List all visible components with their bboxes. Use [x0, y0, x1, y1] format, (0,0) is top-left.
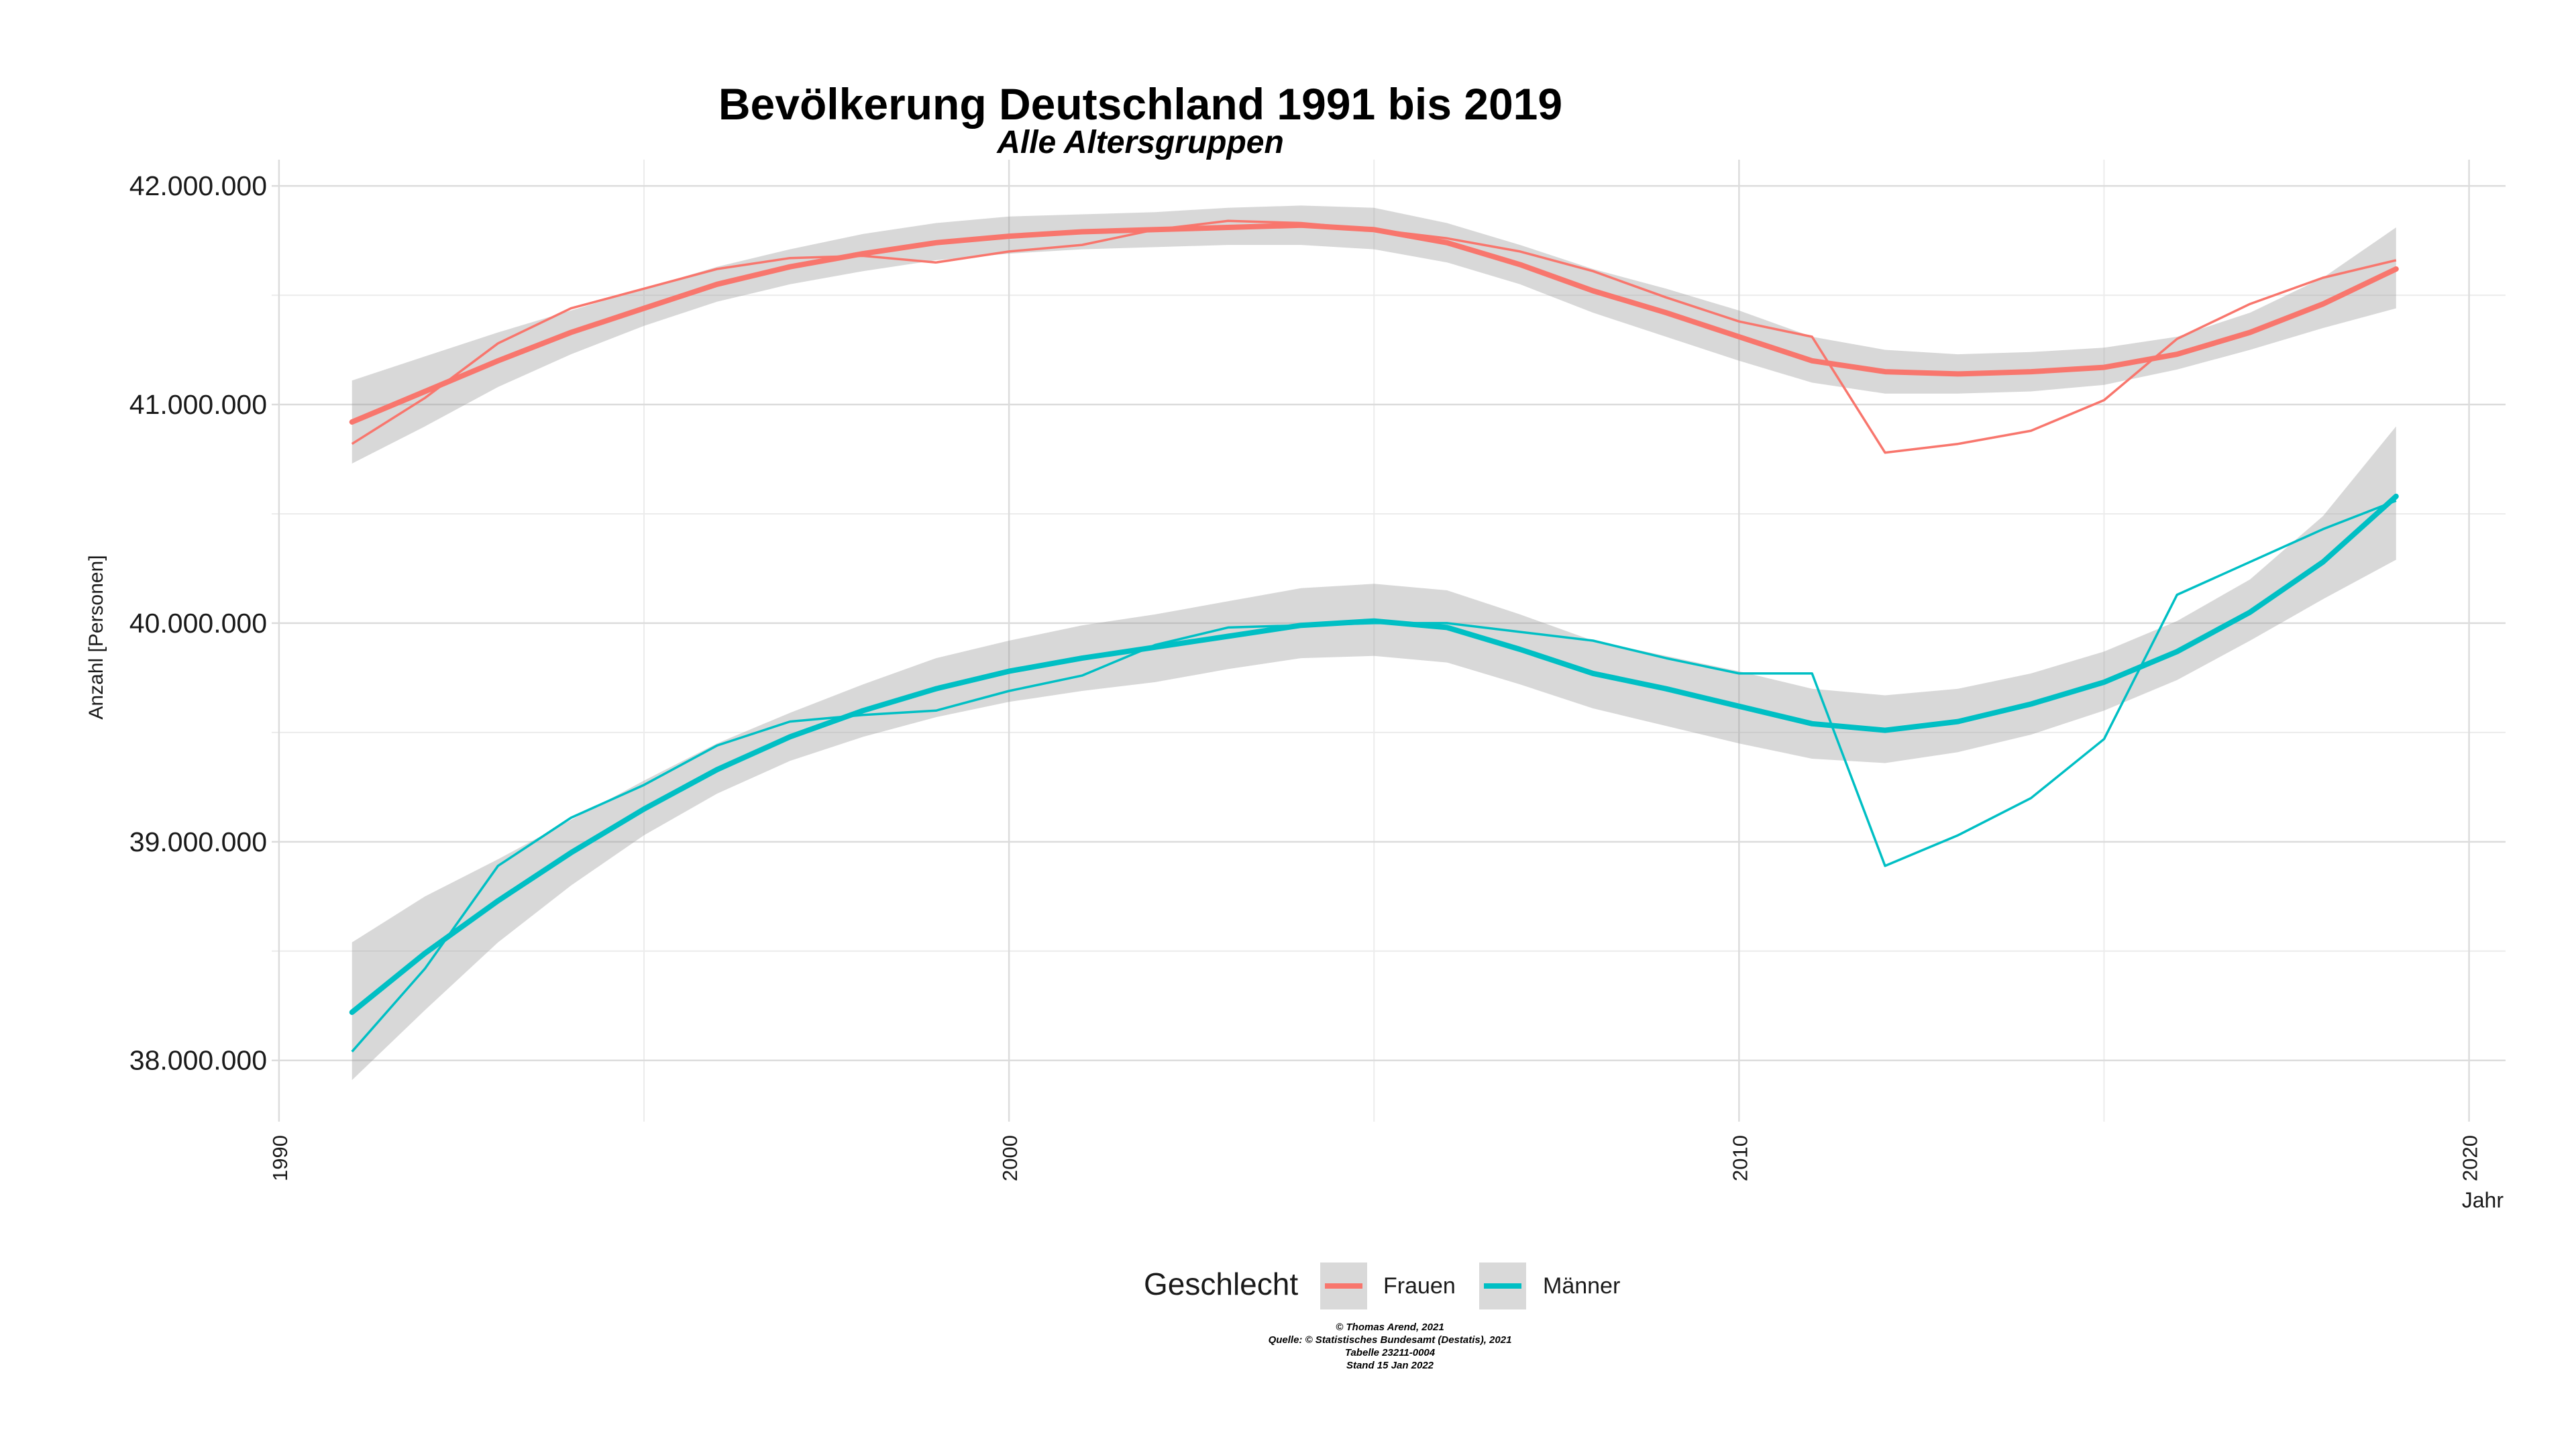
data-point-frauen [497, 342, 499, 344]
data-point-mnner [643, 784, 645, 786]
data-point-mnner [1665, 657, 1667, 659]
caption: © Thomas Arend, 2021 Quelle: © Statistis… [1269, 1322, 1512, 1371]
confidence-bands [352, 205, 2396, 1081]
data-point-mnner [1446, 622, 1448, 624]
data-point-mnner [570, 817, 572, 819]
data-point-mnner [1081, 675, 1083, 677]
data-point-mnner [1884, 865, 1886, 867]
data-point-frauen [570, 307, 572, 309]
data-point-mnner [1738, 672, 1740, 674]
y-tick-label: 38.000.000 [129, 1045, 267, 1076]
data-point-frauen [1811, 336, 1813, 338]
ci-band-frauen [352, 205, 2396, 464]
data-point-mnner [1008, 690, 1010, 692]
x-tick-label: 2000 [998, 1135, 1022, 1181]
data-point-frauen [2103, 399, 2105, 401]
chart-title: Bevölkerung Deutschland 1991 bis 2019 [718, 79, 1562, 129]
y-tick-label: 42.000.000 [129, 170, 267, 201]
legend-title: Geschlecht [1144, 1267, 1298, 1301]
legend-label-frauen: Frauen [1383, 1273, 1456, 1299]
data-point-mnner [2249, 561, 2251, 563]
data-point-frauen [1884, 451, 1886, 453]
data-point-frauen [2395, 259, 2397, 261]
data-point-mnner [2176, 594, 2178, 596]
data-point-frauen [1665, 297, 1667, 299]
x-tick-label: 2010 [1728, 1135, 1752, 1181]
data-point-mnner [862, 714, 864, 716]
data-point-frauen [1592, 270, 1594, 272]
data-point-mnner [935, 710, 937, 712]
data-point-mnner [1957, 835, 1959, 837]
caption-line-1: © Thomas Arend, 2021 [1336, 1322, 1444, 1333]
data-point-frauen [1008, 250, 1010, 252]
data-point-mnner [716, 745, 718, 747]
data-point-mnner [2030, 797, 2032, 799]
x-tick-label: 1990 [268, 1135, 292, 1181]
data-point-frauen [2030, 430, 2032, 432]
data-point-frauen [1227, 220, 1229, 222]
y-tick-label: 41.000.000 [129, 389, 267, 420]
x-tick-label: 2020 [2459, 1135, 2482, 1181]
smooth-line-frauen [349, 222, 2399, 425]
data-point-frauen [424, 397, 426, 399]
data-point-mnner [2103, 738, 2105, 740]
data-point-frauen [935, 262, 937, 264]
legend-label-maenner: Männer [1543, 1273, 1620, 1299]
data-point-frauen [1446, 237, 1448, 239]
data-point-mnner [497, 865, 499, 867]
data-point-mnner [2322, 528, 2324, 530]
legend-key-maenner [1479, 1263, 1526, 1309]
y-axis-label: Anzahl [Personen] [85, 555, 107, 719]
smooth-lines [349, 222, 2399, 1015]
data-point-frauen [789, 257, 791, 259]
tick-labels: 38.000.000 39.000.000 40.000.000 41.000.000… [129, 170, 2482, 1181]
y-tick-label: 39.000.000 [129, 826, 267, 857]
y-tick-label: 40.000.000 [129, 608, 267, 639]
data-point-frauen [2249, 303, 2251, 305]
data-point-frauen [1519, 250, 1521, 252]
data-point-frauen [2176, 338, 2178, 340]
data-point-frauen [1738, 321, 1740, 323]
data-point-frauen [1957, 443, 1959, 445]
caption-line-3: Tabelle 23211-0004 [1345, 1347, 1436, 1358]
data-point-mnner [424, 967, 426, 969]
data-point-frauen [1081, 244, 1083, 246]
data-point-frauen [716, 268, 718, 270]
data-point-mnner [351, 1051, 353, 1053]
caption-line-2: Quelle: © Statistisches Bundesamt (Desta… [1269, 1334, 1512, 1346]
data-point-frauen [2322, 277, 2324, 279]
data-point-mnner [1592, 640, 1594, 642]
smooth-line-mnner [349, 493, 2399, 1015]
data-point-mnner [1519, 631, 1521, 633]
chart-subtitle: Alle Altersgruppen [996, 125, 1284, 160]
caption-line-4: Stand 15 Jan 2022 [1346, 1360, 1434, 1371]
data-point-frauen [643, 288, 645, 290]
data-point-frauen [351, 443, 353, 445]
data-point-mnner [1227, 627, 1229, 629]
legend: Geschlecht Frauen Männer [1144, 1263, 1620, 1309]
x-axis-label: Jahr [2462, 1188, 2504, 1212]
legend-key-frauen [1320, 1263, 1367, 1309]
data-point-mnner [789, 720, 791, 722]
data-point-mnner [1811, 672, 1813, 674]
ci-band-mnner [352, 426, 2396, 1081]
